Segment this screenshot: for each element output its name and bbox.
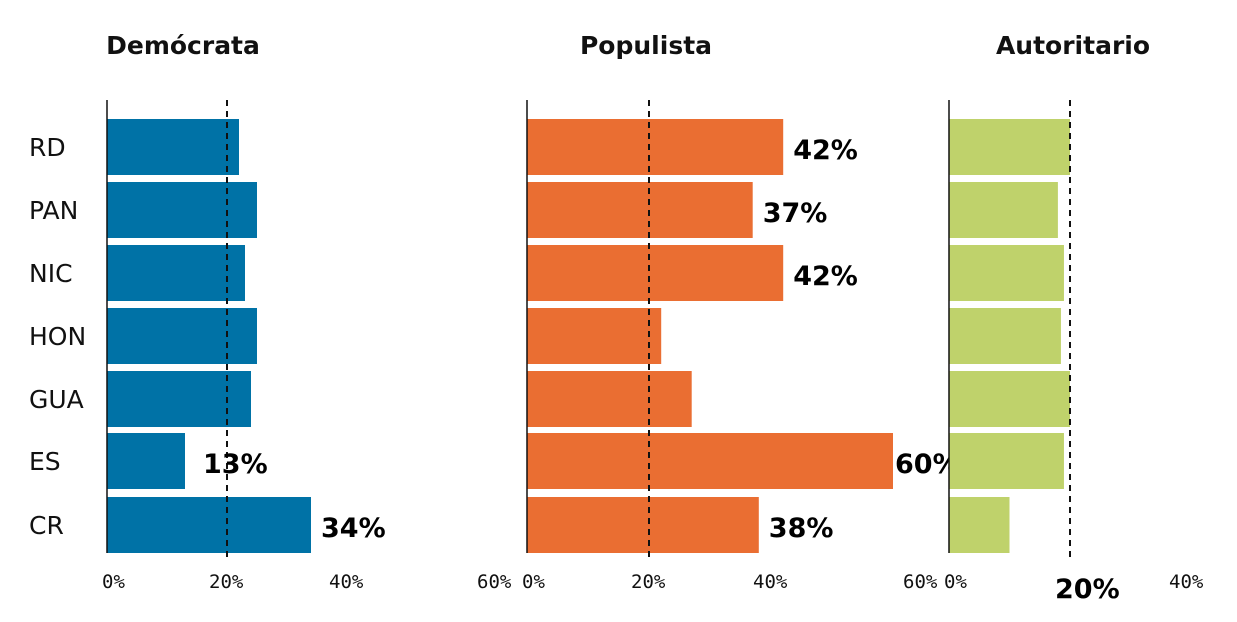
tick-label: 20%	[209, 571, 244, 593]
bar	[107, 497, 311, 553]
data-label: 42%	[793, 261, 858, 292]
bar	[949, 245, 1064, 301]
tick-label: 0%	[944, 571, 967, 593]
panel-title: Autoritario	[996, 31, 1150, 60]
bar	[949, 308, 1061, 364]
category-label: ES	[29, 447, 61, 476]
bar	[949, 433, 1064, 489]
panel-title: Populista	[580, 31, 712, 60]
category-label: PAN	[29, 196, 78, 225]
tick-label: 40%	[329, 571, 364, 593]
data-label: 37%	[763, 198, 828, 229]
bar	[527, 433, 893, 489]
bar	[527, 245, 784, 301]
bar	[107, 308, 257, 364]
tick-label: 40%	[1169, 571, 1204, 593]
tick-label: 40%	[753, 571, 788, 593]
category-label: NIC	[29, 259, 73, 288]
category-label: RD	[29, 133, 66, 162]
bar	[107, 371, 251, 427]
tick-label: 20%	[631, 571, 666, 593]
category-label: GUA	[29, 385, 84, 414]
bar	[107, 119, 239, 175]
tick-label: 20%	[1055, 574, 1120, 605]
bar	[949, 119, 1070, 175]
bar	[527, 308, 662, 364]
data-label: 38%	[769, 513, 834, 544]
tick-label: 0%	[522, 571, 545, 593]
bar	[949, 371, 1070, 427]
bar	[107, 433, 185, 489]
bar	[949, 497, 1010, 553]
panel-title: Demócrata	[106, 31, 260, 60]
bar	[527, 119, 784, 175]
bar	[527, 371, 692, 427]
bar	[107, 182, 257, 238]
category-label: HON	[29, 322, 86, 351]
bar	[527, 497, 759, 553]
bar	[527, 182, 753, 238]
data-label: 13%	[203, 449, 268, 480]
data-label: 42%	[793, 135, 858, 166]
tick-label: 60%	[477, 571, 512, 593]
bar	[107, 245, 245, 301]
bar	[949, 182, 1058, 238]
tick-label: 60%	[903, 571, 938, 593]
category-label: CR	[29, 511, 64, 540]
tick-label: 0%	[102, 571, 125, 593]
data-label: 34%	[321, 513, 386, 544]
